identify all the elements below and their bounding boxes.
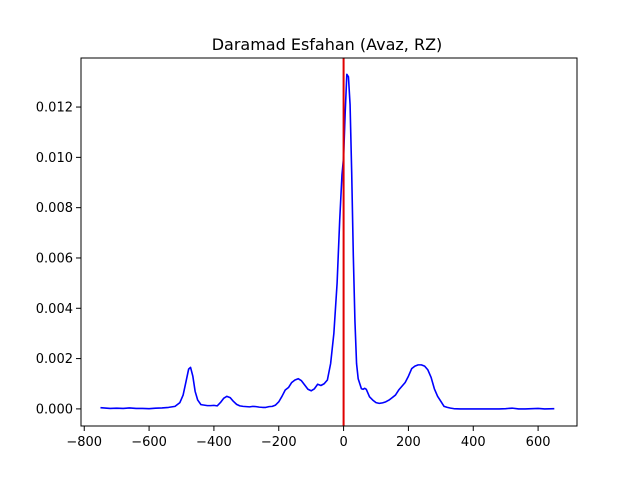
x-tick-label: −200 (261, 435, 297, 450)
plot-area (100, 58, 555, 426)
y-tick-label: 0.000 (36, 402, 73, 417)
series-line-0 (100, 73, 555, 410)
x-tick-label: 200 (396, 435, 421, 450)
x-tick-label: −400 (196, 435, 232, 450)
y-tick-label: 0.002 (36, 352, 73, 367)
y-axis: 0.000 0.002 0.004 0.006 0.008 0.010 0.012 (36, 101, 81, 417)
y-tick-label: 0.006 (36, 251, 73, 266)
x-tick-label: 600 (526, 435, 551, 450)
chart-title: Daramad Esfahan (Avaz, RZ) (212, 35, 443, 54)
x-tick-label: 400 (461, 435, 486, 450)
y-tick-label: 0.010 (36, 151, 73, 166)
y-tick-label: 0.012 (36, 101, 73, 116)
y-tick-label: 0.004 (36, 302, 73, 317)
x-axis: −800 −600 −400 −200 0 200 400 600 (66, 426, 551, 450)
x-tick-label: −800 (66, 435, 102, 450)
x-tick-label: 0 (339, 435, 347, 450)
axes-frame (80, 57, 578, 427)
x-tick-label: −600 (131, 435, 167, 450)
y-tick-label: 0.008 (36, 201, 73, 216)
